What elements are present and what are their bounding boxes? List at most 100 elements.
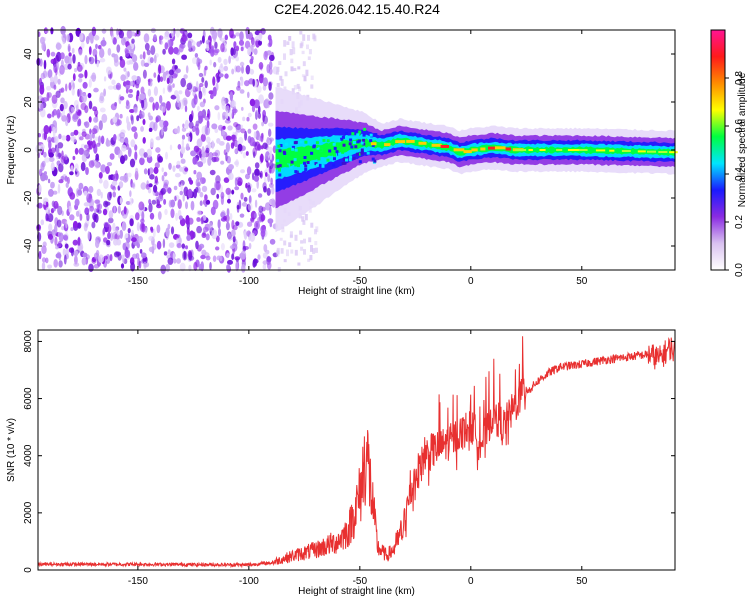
noise-blob	[100, 39, 107, 47]
noise-blob	[98, 172, 103, 179]
signal-speckle	[340, 137, 344, 141]
noise-blob	[213, 61, 217, 68]
noise-blob	[156, 200, 161, 206]
noise-blob	[41, 261, 46, 271]
noise-blob	[196, 41, 201, 47]
noise-blob	[188, 114, 193, 123]
noise-blob	[229, 213, 233, 220]
noise-blob	[169, 144, 173, 151]
noise-blob	[145, 183, 150, 190]
noise-blob	[240, 76, 244, 87]
noise-blob	[153, 54, 157, 64]
noise-blob	[48, 223, 53, 232]
noise-blob	[126, 60, 131, 65]
noise-fringe-cell	[301, 50, 305, 55]
noise-blob	[177, 209, 182, 218]
noise-blob	[132, 54, 138, 63]
noise-blob	[194, 53, 199, 58]
noise-blob	[202, 152, 207, 158]
noise-blob	[148, 167, 154, 175]
noise-blob	[215, 246, 220, 251]
noise-blob	[119, 132, 125, 139]
noise-blob	[209, 262, 212, 271]
heatmap-y-tick-label: -20	[23, 190, 34, 205]
noise-blob	[198, 72, 204, 78]
signal-speckle	[311, 164, 315, 168]
noise-blob	[73, 250, 79, 257]
noise-blob	[267, 122, 274, 127]
noise-blob	[148, 115, 153, 121]
noise-blob	[60, 59, 64, 67]
noise-blob	[125, 172, 128, 178]
noise-blob	[255, 109, 259, 119]
snr-x-tick-label: -100	[239, 576, 259, 587]
noise-blob	[54, 224, 58, 235]
noise-blob	[63, 235, 69, 241]
noise-fringe-cell	[303, 75, 307, 82]
noise-fringe-cell	[289, 231, 293, 238]
noise-blob	[102, 208, 108, 216]
noise-fringe-cell	[312, 33, 316, 40]
noise-blob	[161, 105, 166, 113]
noise-blob	[164, 42, 169, 50]
noise-blob	[135, 252, 140, 260]
noise-blob	[247, 47, 252, 56]
signal-peak-segment	[431, 143, 442, 147]
noise-blob	[107, 85, 114, 90]
signal-speckle	[356, 133, 360, 137]
noise-blob	[211, 229, 218, 240]
noise-blob	[77, 109, 82, 117]
noise-fringe-cell	[305, 69, 309, 77]
noise-blob	[118, 181, 124, 189]
signal-speckle	[310, 151, 314, 155]
noise-fringe-cell	[299, 31, 303, 35]
noise-blob	[228, 156, 231, 164]
snr-y-tick-label: 0	[23, 567, 34, 573]
noise-blob	[167, 249, 171, 255]
noise-blob	[103, 76, 107, 82]
noise-blob	[260, 145, 264, 150]
noise-blob	[131, 229, 134, 236]
noise-blob	[172, 252, 176, 261]
noise-blob	[83, 121, 88, 126]
noise-blob	[135, 212, 140, 221]
noise-blob	[241, 106, 244, 111]
noise-blob	[38, 250, 42, 260]
signal-speckle	[315, 141, 319, 145]
noise-blob	[73, 129, 79, 136]
noise-blob	[47, 233, 54, 240]
signal-speckle	[345, 158, 348, 162]
noise-blob	[269, 238, 276, 245]
noise-blob	[143, 152, 148, 158]
noise-blob	[196, 225, 203, 234]
noise-blob	[232, 47, 236, 56]
signal-speckle	[350, 145, 354, 149]
noise-blob	[111, 32, 115, 41]
noise-blob	[220, 160, 225, 165]
noise-blob	[94, 208, 97, 214]
noise-blob	[266, 187, 271, 196]
noise-blob	[148, 127, 153, 132]
noise-blob	[245, 64, 251, 75]
noise-blob	[65, 134, 71, 142]
noise-blob	[108, 217, 114, 224]
noise-blob	[258, 205, 264, 213]
noise-blob	[182, 123, 185, 129]
noise-blob	[65, 182, 69, 188]
snr-x-tick-label: 50	[576, 576, 588, 587]
noise-blob	[150, 226, 154, 231]
noise-blob	[268, 81, 272, 91]
noise-blob	[80, 102, 87, 111]
noise-blob	[89, 133, 93, 142]
noise-blob	[231, 229, 236, 237]
noise-blob	[97, 203, 103, 210]
signal-peak-segment	[384, 143, 391, 147]
noise-blob	[71, 47, 75, 54]
noise-blob	[268, 161, 274, 170]
noise-blob	[260, 153, 264, 163]
noise-blob	[177, 144, 182, 150]
noise-blob	[157, 156, 163, 163]
noise-blob	[186, 82, 193, 90]
noise-fringe-cell	[290, 66, 294, 72]
noise-blob	[42, 241, 47, 247]
